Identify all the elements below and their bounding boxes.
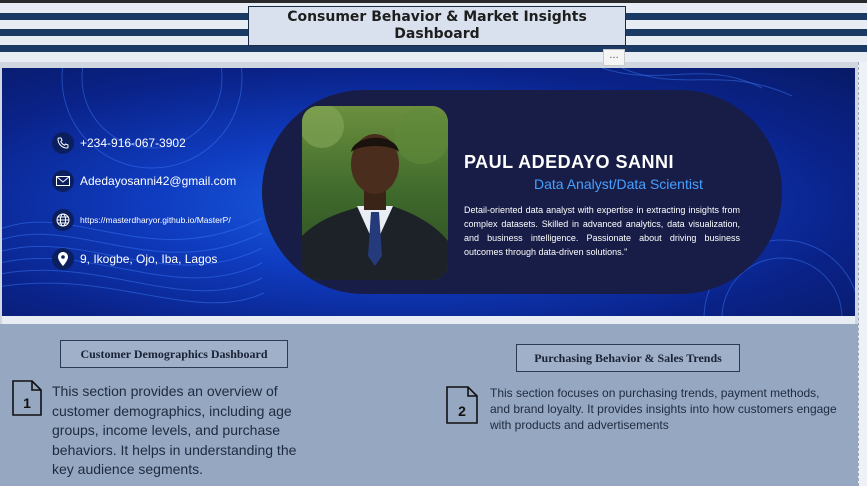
section-1-title: Customer Demographics Dashboard	[60, 340, 288, 368]
website-link[interactable]: https://masterdharyor.github.io/MasterP/	[80, 215, 231, 225]
profile-photo	[302, 106, 448, 280]
phone-icon	[52, 132, 74, 154]
email-address[interactable]: Adedayosanni42@gmail.com	[80, 174, 237, 188]
profile-bio: Detail-oriented data analyst with expert…	[464, 205, 740, 257]
stripe-3	[0, 45, 867, 52]
document-number-1-icon: 1	[12, 380, 42, 416]
top-edge	[0, 0, 867, 3]
globe-icon	[52, 209, 74, 231]
mail-icon	[52, 170, 74, 192]
section-2-title: Purchasing Behavior & Sales Trends	[516, 344, 740, 372]
profile-role: Data Analyst/Data Scientist	[534, 176, 703, 192]
contact-email: Adedayosanni42@gmail.com	[52, 170, 236, 192]
contact-address: 9, Ikogbe, Ojo, Iba, Lagos	[52, 248, 217, 270]
contact-website: https://masterdharyor.github.io/MasterP/	[52, 209, 231, 231]
street-address: 9, Ikogbe, Ojo, Iba, Lagos	[80, 252, 218, 266]
sections-panel: Customer Demographics Dashboard 1 This s…	[0, 324, 858, 486]
dashboard-title: Consumer Behavior & Market Insights Dash…	[287, 9, 587, 42]
section-2-number: 2	[458, 403, 466, 419]
dashboard-title-box: Consumer Behavior & Market Insights Dash…	[248, 6, 626, 46]
background-waves	[2, 68, 855, 316]
more-options-button[interactable]: ...	[603, 49, 625, 66]
phone-number: +234-916-067-3902	[80, 136, 186, 150]
profile-name: PAUL ADEDAYO SANNI	[464, 152, 675, 172]
scroll-rail[interactable]	[858, 62, 867, 486]
document-number-2-icon: 2	[446, 386, 478, 424]
section-1-number: 1	[23, 395, 31, 411]
contact-phone: +234-916-067-3902	[52, 132, 186, 154]
section-2-description: This section focuses on purchasing trend…	[490, 386, 837, 432]
section-1-description: This section provides an overview of cus…	[52, 383, 297, 477]
location-pin-icon	[52, 248, 74, 270]
profile-banner: +234-916-067-3902 Adedayosanni42@gmail.c…	[2, 68, 855, 316]
section-divider	[2, 316, 855, 324]
